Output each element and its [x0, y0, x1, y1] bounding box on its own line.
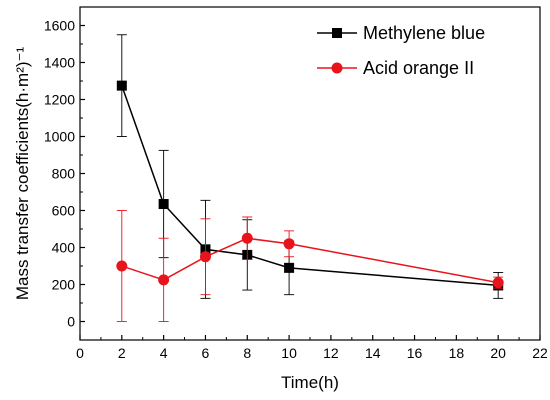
y-tick-label: 200 — [52, 277, 76, 293]
data-point-circle — [199, 251, 211, 263]
y-tick-label: 1400 — [44, 55, 75, 71]
legend-marker-circle — [331, 62, 343, 74]
data-point-square — [116, 80, 127, 91]
x-tick-label: 22 — [532, 345, 548, 361]
y-tick-label: 0 — [67, 314, 75, 330]
x-tick-label: 2 — [118, 345, 126, 361]
data-point-circle — [283, 238, 295, 250]
legend-marker-square — [332, 28, 342, 38]
x-tick-label: 6 — [202, 345, 210, 361]
series-line — [121, 85, 499, 287]
x-tick-label: 0 — [76, 345, 84, 361]
data-point-square — [158, 199, 169, 210]
x-tick-label: 14 — [365, 345, 381, 361]
x-tick-label: 4 — [160, 345, 168, 361]
data-point-circle — [116, 260, 128, 272]
y-tick-label: 1600 — [44, 18, 75, 34]
legend-item: Acid orange II — [317, 58, 474, 78]
data-point-circle — [241, 232, 253, 244]
x-tick-label: 20 — [490, 345, 506, 361]
data-point-circle — [492, 277, 504, 289]
legend-label: Methylene blue — [363, 23, 485, 43]
x-tick-label: 12 — [323, 345, 339, 361]
data-point-circle — [158, 274, 170, 286]
y-tick-label: 600 — [52, 203, 76, 219]
plot-frame — [79, 6, 541, 341]
axes-group — [79, 6, 541, 341]
x-tick-label: 10 — [281, 345, 297, 361]
x-tick-label: 8 — [243, 345, 251, 361]
y-tick-label: 1000 — [44, 129, 75, 145]
x-axis-title: Time(h) — [281, 373, 339, 392]
y-tick-label: 400 — [52, 240, 76, 256]
x-tick-label: 18 — [449, 345, 465, 361]
y-axis-title: Mass transfer coefficients(h·m²)⁻¹ — [13, 47, 32, 301]
series-group — [116, 34, 504, 322]
series-line — [121, 237, 499, 284]
legend: Methylene blue Acid orange II — [317, 23, 485, 78]
legend-item: Methylene blue — [317, 23, 485, 43]
x-tick-label: 16 — [407, 345, 423, 361]
ticks-group: 0 2 4 6 8 10 12 14 16 18 20 22 0 200 400 600 800 1000 1200… — [44, 18, 548, 362]
data-point-square — [284, 262, 295, 273]
y-tick-label: 1200 — [44, 92, 75, 108]
y-tick-label: 800 — [52, 166, 76, 182]
legend-label: Acid orange II — [363, 58, 474, 78]
series-2 — [116, 210, 504, 322]
